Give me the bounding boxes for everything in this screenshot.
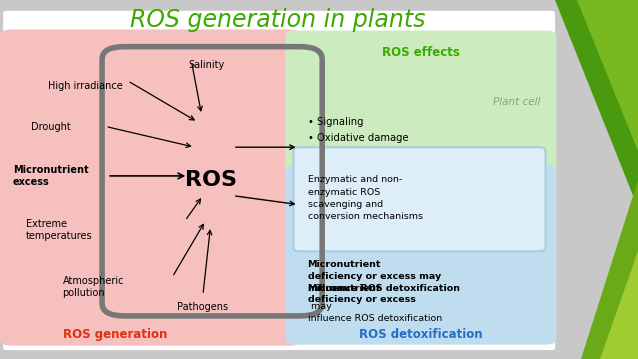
Text: Drought: Drought	[31, 122, 70, 132]
Polygon shape	[600, 251, 638, 359]
Text: ROS detoxification: ROS detoxification	[359, 328, 483, 341]
Text: Salinity: Salinity	[188, 60, 225, 70]
Text: may
influence ROS detoxification: may influence ROS detoxification	[308, 302, 441, 323]
Text: ROS: ROS	[184, 169, 237, 190]
Text: Pathogens: Pathogens	[177, 302, 228, 312]
Text: Plant cell: Plant cell	[493, 97, 540, 107]
Text: ROS generation: ROS generation	[63, 328, 167, 341]
Text: High irradiance: High irradiance	[48, 81, 122, 91]
Text: ROS generation in plants: ROS generation in plants	[130, 8, 425, 32]
Text: Atmospheric
pollution: Atmospheric pollution	[63, 276, 124, 298]
Text: Micronutrient
deficiency or excess: Micronutrient deficiency or excess	[308, 284, 415, 304]
FancyBboxPatch shape	[285, 31, 556, 174]
Text: • Signaling: • Signaling	[308, 117, 363, 127]
Text: • Oxidative damage: • Oxidative damage	[308, 133, 408, 143]
FancyBboxPatch shape	[3, 11, 555, 350]
FancyBboxPatch shape	[285, 165, 556, 345]
Text: Micronutrient
deficiency or excess may
influence ROS detoxification: Micronutrient deficiency or excess may i…	[308, 260, 459, 293]
FancyBboxPatch shape	[0, 29, 300, 346]
Text: ROS effects: ROS effects	[382, 46, 460, 59]
FancyBboxPatch shape	[293, 147, 545, 251]
Text: Micronutrient
excess: Micronutrient excess	[13, 165, 89, 187]
Polygon shape	[555, 0, 638, 208]
Polygon shape	[577, 0, 638, 151]
Text: Enzymatic and non-
enzymatic ROS
scavenging and
conversion mechanisms: Enzymatic and non- enzymatic ROS scaveng…	[308, 176, 422, 221]
Text: Extreme
temperatures: Extreme temperatures	[26, 219, 92, 241]
Polygon shape	[581, 180, 638, 359]
